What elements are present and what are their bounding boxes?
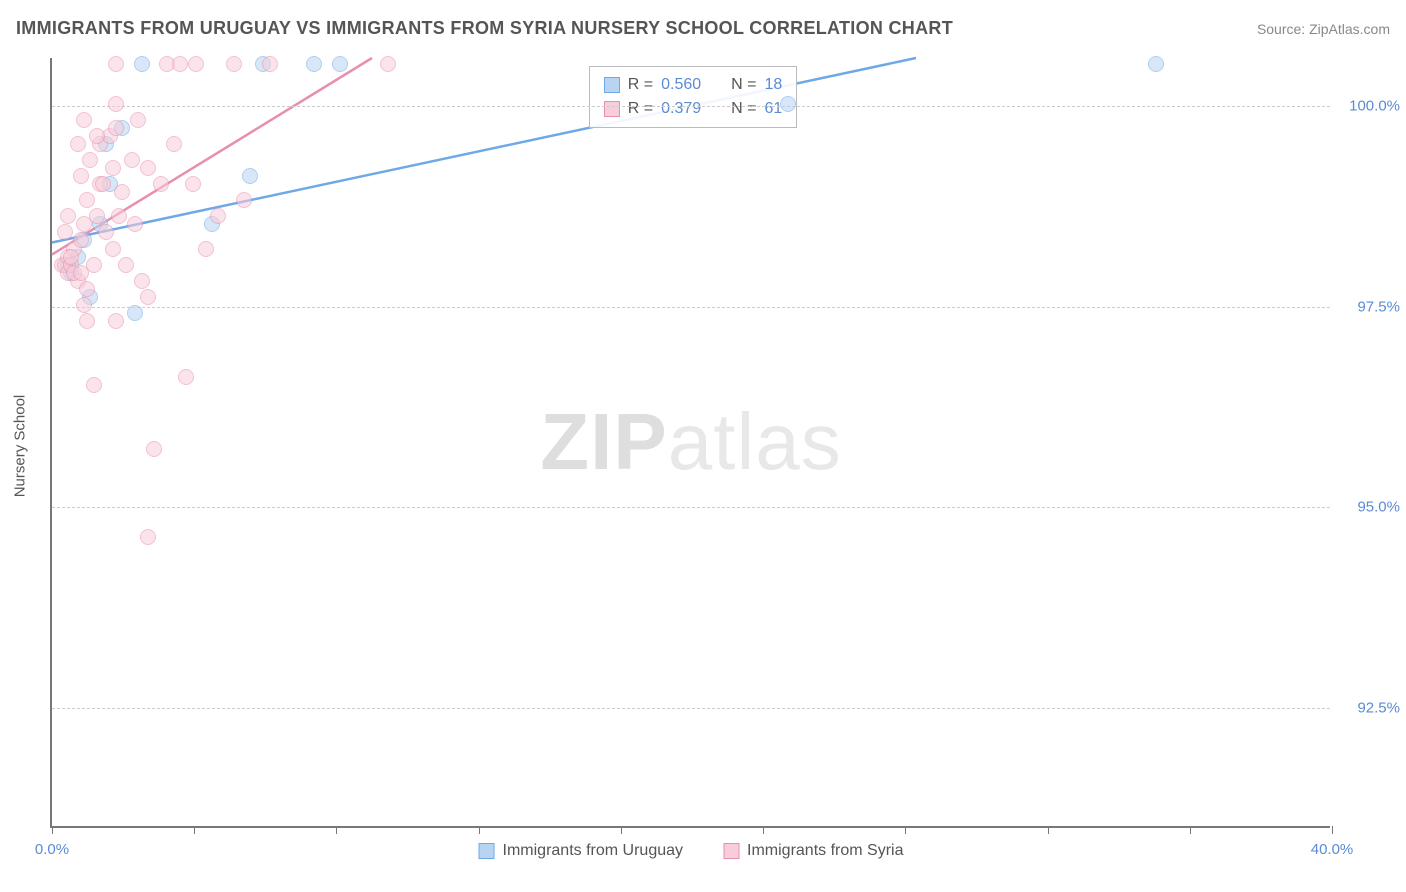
x-tick-mark <box>1190 826 1191 834</box>
data-point <box>124 152 140 168</box>
y-tick-label: 100.0% <box>1340 98 1400 115</box>
data-point <box>105 241 121 257</box>
data-point <box>105 160 121 176</box>
data-point <box>236 192 252 208</box>
legend-swatch <box>479 843 495 859</box>
legend-swatch <box>723 843 739 859</box>
data-point <box>73 232 89 248</box>
grid-line <box>52 708 1330 709</box>
data-point <box>166 136 182 152</box>
data-point <box>108 96 124 112</box>
data-point <box>332 56 348 72</box>
data-point <box>79 281 95 297</box>
series-legend: Immigrants from Uruguay Immigrants from S… <box>479 842 904 860</box>
data-point <box>60 208 76 224</box>
legend-row: R = 0.379N = 61 <box>604 97 783 121</box>
data-point <box>108 313 124 329</box>
x-tick-mark <box>336 826 337 834</box>
data-point <box>76 297 92 313</box>
data-point <box>210 208 226 224</box>
source-label: Source: ZipAtlas.com <box>1257 21 1390 37</box>
x-tick-mark <box>621 826 622 834</box>
data-point <box>140 529 156 545</box>
y-tick-label: 95.0% <box>1340 499 1400 516</box>
data-point <box>306 56 322 72</box>
data-point <box>262 56 278 72</box>
data-point <box>57 224 73 240</box>
y-tick-label: 97.5% <box>1340 298 1400 315</box>
grid-line <box>52 307 1330 308</box>
page-title: IMMIGRANTS FROM URUGUAY VS IMMIGRANTS FR… <box>16 18 953 39</box>
x-tick-mark <box>52 826 53 834</box>
data-point <box>188 56 204 72</box>
legend-swatch <box>604 77 620 93</box>
y-tick-label: 92.5% <box>1340 699 1400 716</box>
data-point <box>127 216 143 232</box>
data-point <box>73 265 89 281</box>
data-point <box>111 208 127 224</box>
x-tick-mark <box>1048 826 1049 834</box>
data-point <box>79 313 95 329</box>
legend-row: R = 0.560N = 18 <box>604 73 783 97</box>
data-point <box>127 305 143 321</box>
data-point <box>79 192 95 208</box>
data-point <box>226 56 242 72</box>
data-point <box>76 112 92 128</box>
data-point <box>185 176 201 192</box>
data-point <box>153 176 169 192</box>
data-point <box>178 369 194 385</box>
x-tick-mark <box>479 826 480 834</box>
x-tick-mark <box>1332 826 1333 834</box>
data-point <box>70 136 86 152</box>
data-point <box>780 96 796 112</box>
data-point <box>140 160 156 176</box>
data-point <box>89 208 105 224</box>
legend-item: Immigrants from Syria <box>723 842 903 860</box>
data-point <box>198 241 214 257</box>
data-point <box>95 176 111 192</box>
y-axis-label: Nursery School <box>12 395 29 498</box>
x-tick-label: 40.0% <box>1311 841 1354 858</box>
stats-legend: R = 0.560N = 18R = 0.379N = 61 <box>589 66 798 128</box>
grid-line <box>52 507 1330 508</box>
x-tick-label: 0.0% <box>35 841 69 858</box>
data-point <box>108 56 124 72</box>
data-point <box>89 128 105 144</box>
data-point <box>63 249 79 265</box>
data-point <box>242 168 258 184</box>
data-point <box>86 377 102 393</box>
x-tick-mark <box>194 826 195 834</box>
legend-label: Immigrants from Syria <box>747 842 903 860</box>
legend-swatch <box>604 101 620 117</box>
data-point <box>114 184 130 200</box>
x-tick-mark <box>905 826 906 834</box>
data-point <box>380 56 396 72</box>
data-point <box>108 120 124 136</box>
data-point <box>130 112 146 128</box>
data-point <box>98 224 114 240</box>
data-point <box>82 152 98 168</box>
legend-label: Immigrants from Uruguay <box>503 842 684 860</box>
data-point <box>146 441 162 457</box>
data-point <box>118 257 134 273</box>
data-point <box>134 56 150 72</box>
data-point <box>73 168 89 184</box>
data-point <box>134 273 150 289</box>
legend-item: Immigrants from Uruguay <box>479 842 684 860</box>
data-point <box>172 56 188 72</box>
x-tick-mark <box>763 826 764 834</box>
grid-line <box>52 106 1330 107</box>
scatter-plot: ZIPatlas R = 0.560N = 18R = 0.379N = 61 … <box>50 58 1330 828</box>
data-point <box>140 289 156 305</box>
data-point <box>1148 56 1164 72</box>
